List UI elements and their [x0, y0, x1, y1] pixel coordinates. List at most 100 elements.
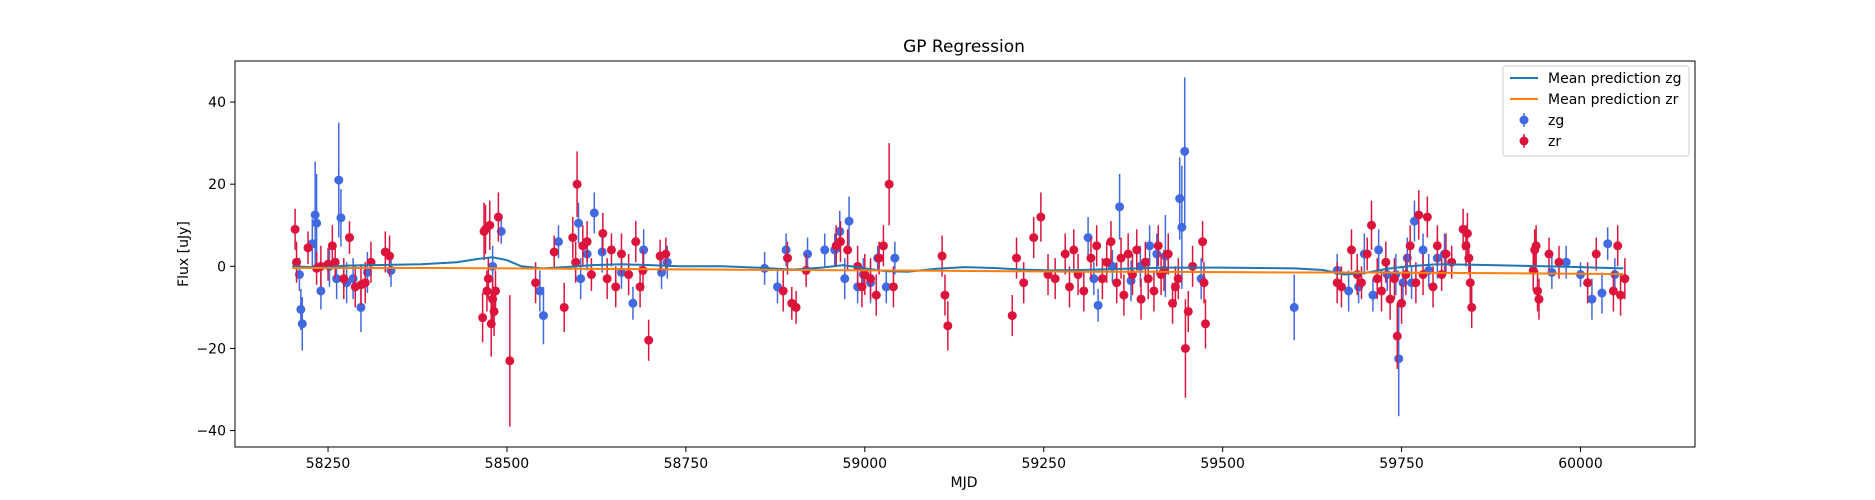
point-zr-125 — [1411, 278, 1421, 288]
point-zr-36 — [586, 270, 596, 280]
point-zg-79 — [1561, 257, 1571, 267]
point-zr-33 — [572, 179, 582, 189]
x-tick-label-59000: 59000 — [843, 456, 888, 472]
point-zg-56 — [1175, 194, 1185, 204]
series-zr — [290, 143, 1630, 427]
point-zr-2 — [303, 243, 313, 253]
point-zr-111 — [1346, 245, 1356, 255]
point-zg-83 — [1603, 239, 1613, 249]
point-zg-82 — [1597, 288, 1607, 298]
point-zr-40 — [611, 282, 621, 292]
point-zg-69 — [1394, 354, 1404, 364]
point-zr-65 — [888, 282, 898, 292]
point-zg-2 — [297, 319, 307, 329]
point-zr-83 — [1097, 274, 1107, 284]
point-zr-41 — [616, 249, 626, 259]
point-zg-18 — [535, 286, 545, 296]
series-zg — [294, 77, 1620, 417]
point-zg-4 — [310, 210, 320, 220]
point-zr-31 — [568, 233, 578, 243]
y-tick-label--20: −20 — [196, 341, 226, 357]
point-zr-146 — [1554, 257, 1564, 267]
point-zg-5 — [312, 218, 322, 228]
point-zr-88 — [1119, 290, 1129, 300]
point-zr-144 — [1534, 294, 1544, 304]
point-zg-30 — [662, 257, 672, 267]
point-zr-116 — [1372, 274, 1382, 284]
point-zr-38 — [602, 274, 612, 284]
point-zg-10 — [336, 213, 346, 223]
point-zr-103 — [1180, 343, 1190, 353]
point-zr-115 — [1367, 220, 1377, 230]
x-tick-label-58250: 58250 — [306, 456, 351, 472]
axes-frame — [234, 60, 1696, 448]
point-zr-150 — [1613, 241, 1623, 251]
point-zr-142 — [1531, 241, 1541, 251]
point-zg-19 — [538, 311, 548, 321]
line-mean-prediction-zg — [292, 256, 1624, 276]
y-tick-label--40: −40 — [196, 424, 226, 440]
point-zr-104 — [1183, 306, 1193, 316]
point-zg-81 — [1587, 294, 1597, 304]
point-zr-73 — [1036, 212, 1046, 222]
point-zr-94 — [1143, 274, 1153, 284]
point-zr-138 — [1465, 278, 1475, 288]
point-zr-77 — [1064, 282, 1074, 292]
point-zr-110 — [1336, 282, 1346, 292]
point-zr-26 — [493, 212, 503, 222]
point-zr-89 — [1123, 249, 1133, 259]
point-zr-127 — [1418, 270, 1428, 280]
point-zr-64 — [884, 179, 894, 189]
point-zr-85 — [1106, 237, 1116, 247]
line-mean-prediction-zr — [292, 267, 1624, 276]
point-zr-43 — [631, 237, 641, 247]
point-zg-62 — [1344, 286, 1354, 296]
point-zr-114 — [1362, 249, 1372, 259]
point-zr-28 — [531, 278, 541, 288]
point-zr-72 — [1029, 233, 1039, 243]
point-zr-121 — [1392, 331, 1402, 341]
legend-label-zr: zr — [1548, 134, 1561, 150]
point-zg-9 — [334, 175, 344, 185]
point-zr-1 — [292, 257, 302, 267]
point-zr-76 — [1060, 249, 1070, 259]
point-zg-74 — [1418, 245, 1428, 255]
legend: Mean prediction zg Mean prediction zr zg… — [1502, 65, 1690, 157]
legend-label-mean-zr: Mean prediction zr — [1548, 92, 1679, 108]
point-zr-50 — [783, 253, 793, 263]
x-tick-label-59750: 59750 — [1379, 456, 1424, 472]
point-zg-13 — [356, 302, 366, 312]
point-zr-99 — [1163, 249, 1173, 259]
point-zr-45 — [638, 265, 648, 275]
point-zr-46 — [644, 335, 654, 345]
y-tick-label-40: 40 — [208, 95, 226, 111]
point-zr-84 — [1102, 257, 1112, 267]
point-zr-67 — [940, 290, 950, 300]
point-zr-60 — [866, 274, 876, 284]
point-zr-137 — [1464, 253, 1474, 263]
point-zr-27 — [505, 356, 515, 366]
point-zr-80 — [1079, 286, 1089, 296]
plot-area — [290, 77, 1630, 427]
point-zr-71 — [1019, 278, 1029, 288]
point-zr-32 — [571, 257, 581, 267]
point-zg-8 — [332, 274, 342, 284]
point-zg-22 — [576, 274, 586, 284]
x-tick-label-59500: 59500 — [1200, 456, 1245, 472]
point-zg-34 — [803, 249, 813, 259]
point-zr-16 — [478, 313, 488, 323]
point-zr-126 — [1414, 210, 1424, 220]
y-tick-label-0: 0 — [217, 259, 226, 275]
point-zg-35 — [820, 245, 830, 255]
point-zr-105 — [1188, 261, 1198, 271]
axis-ticks: 58250 58500 58750 59000 59250 59500 59750 60000… — [196, 95, 1602, 472]
point-zr-7 — [330, 257, 340, 267]
point-zr-49 — [778, 286, 788, 296]
point-zr-68 — [943, 321, 953, 331]
point-zr-92 — [1136, 294, 1146, 304]
point-zg-16 — [488, 261, 498, 271]
point-zr-15 — [385, 251, 395, 261]
point-zr-91 — [1132, 245, 1142, 255]
point-zg-20 — [553, 237, 563, 247]
